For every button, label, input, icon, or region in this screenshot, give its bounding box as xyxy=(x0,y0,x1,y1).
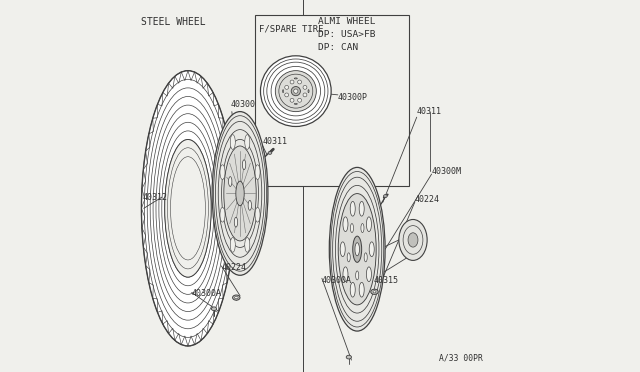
Text: 40312: 40312 xyxy=(142,193,167,202)
Ellipse shape xyxy=(234,296,238,299)
Ellipse shape xyxy=(353,236,362,262)
Ellipse shape xyxy=(399,219,427,260)
Ellipse shape xyxy=(290,80,294,84)
Text: 40311: 40311 xyxy=(417,107,442,116)
Ellipse shape xyxy=(212,112,268,275)
Ellipse shape xyxy=(220,207,225,222)
Text: 40300: 40300 xyxy=(231,100,256,109)
Text: 40311: 40311 xyxy=(262,137,287,146)
Ellipse shape xyxy=(291,87,300,96)
Ellipse shape xyxy=(232,295,240,300)
Ellipse shape xyxy=(141,71,234,346)
Ellipse shape xyxy=(361,224,364,232)
Ellipse shape xyxy=(248,201,252,210)
Ellipse shape xyxy=(356,271,359,280)
Ellipse shape xyxy=(230,135,236,150)
Ellipse shape xyxy=(236,181,244,206)
Ellipse shape xyxy=(164,140,211,277)
Text: 40300A: 40300A xyxy=(191,289,221,298)
Ellipse shape xyxy=(369,242,374,257)
Ellipse shape xyxy=(234,217,237,227)
Ellipse shape xyxy=(243,160,246,170)
Ellipse shape xyxy=(350,282,355,297)
Ellipse shape xyxy=(346,355,351,359)
Ellipse shape xyxy=(244,135,250,150)
Ellipse shape xyxy=(343,267,348,282)
Text: 40224: 40224 xyxy=(415,195,440,203)
Ellipse shape xyxy=(283,90,284,93)
Ellipse shape xyxy=(367,267,371,282)
Ellipse shape xyxy=(275,71,316,112)
Ellipse shape xyxy=(285,93,289,97)
Ellipse shape xyxy=(383,195,387,198)
Ellipse shape xyxy=(268,151,272,154)
Text: 40300P: 40300P xyxy=(338,93,368,102)
Ellipse shape xyxy=(343,217,348,232)
Ellipse shape xyxy=(294,89,298,93)
Ellipse shape xyxy=(244,237,250,252)
Ellipse shape xyxy=(408,233,418,247)
Ellipse shape xyxy=(351,224,353,232)
Ellipse shape xyxy=(255,207,260,222)
Ellipse shape xyxy=(373,291,376,293)
Ellipse shape xyxy=(355,243,360,256)
Text: 40300M: 40300M xyxy=(431,167,461,176)
Ellipse shape xyxy=(290,98,294,102)
Ellipse shape xyxy=(308,90,309,93)
Ellipse shape xyxy=(230,237,236,252)
Ellipse shape xyxy=(303,93,307,97)
Ellipse shape xyxy=(367,217,371,232)
Ellipse shape xyxy=(294,78,298,79)
Ellipse shape xyxy=(364,253,367,262)
Ellipse shape xyxy=(359,282,364,297)
Ellipse shape xyxy=(228,177,232,186)
Text: 40315: 40315 xyxy=(374,276,399,285)
Ellipse shape xyxy=(371,289,378,294)
Ellipse shape xyxy=(285,86,289,89)
Text: 40224: 40224 xyxy=(221,263,246,272)
Ellipse shape xyxy=(220,165,225,180)
Text: 40300A: 40300A xyxy=(322,276,352,285)
Ellipse shape xyxy=(294,103,298,105)
Ellipse shape xyxy=(340,242,345,257)
Text: STEEL WHEEL: STEEL WHEEL xyxy=(141,17,205,27)
Ellipse shape xyxy=(260,56,331,126)
Bar xyxy=(255,15,410,186)
Ellipse shape xyxy=(211,307,216,311)
Text: F/SPARE TIRE: F/SPARE TIRE xyxy=(259,24,323,33)
Ellipse shape xyxy=(347,253,350,262)
Ellipse shape xyxy=(255,165,260,180)
Ellipse shape xyxy=(330,167,385,331)
Ellipse shape xyxy=(359,201,364,216)
Text: ALMI WHEEL
DP: USA>FB
DP: CAN: ALMI WHEEL DP: USA>FB DP: CAN xyxy=(318,17,376,52)
Ellipse shape xyxy=(350,201,355,216)
Text: A/33 00PR: A/33 00PR xyxy=(439,354,483,363)
Ellipse shape xyxy=(338,193,376,305)
Ellipse shape xyxy=(298,80,301,84)
Ellipse shape xyxy=(298,98,301,102)
Ellipse shape xyxy=(303,86,307,89)
Ellipse shape xyxy=(224,146,256,241)
